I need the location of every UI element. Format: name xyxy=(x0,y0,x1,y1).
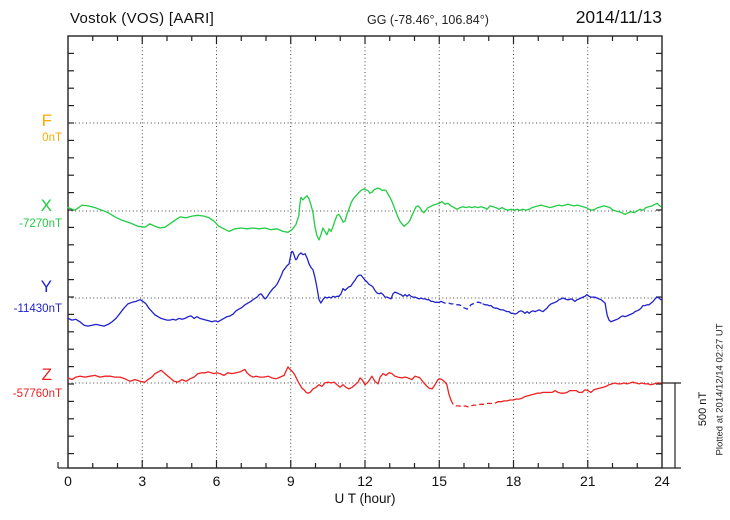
trace-y xyxy=(67,250,662,327)
component-label-x: X xyxy=(40,196,52,215)
x-tick-label: 24 xyxy=(654,473,670,489)
x-tick-label: 0 xyxy=(64,473,72,489)
component-label-y: Y xyxy=(40,277,52,296)
x-tick-label: 21 xyxy=(579,473,596,489)
component-label-z: Z xyxy=(41,365,52,384)
x-tick-label: 18 xyxy=(505,473,522,489)
x-axis-label: U T (hour) xyxy=(334,491,396,506)
component-base-y: -11430nT xyxy=(13,303,62,315)
station-title: Vostok (VOS) [AARI] xyxy=(70,10,215,27)
component-base-f: 0nT xyxy=(42,132,62,144)
x-tick-label: 15 xyxy=(431,473,448,489)
component-label-f: F xyxy=(41,111,52,130)
x-tick-label: 12 xyxy=(357,473,373,489)
geographic-coordinates: GG (-78.46°, 106.84°) xyxy=(367,13,489,27)
trace-x xyxy=(67,187,662,241)
trace-z-gappy xyxy=(450,399,499,408)
component-base-x: -7270nT xyxy=(19,218,62,230)
x-tick-label: 6 xyxy=(212,473,221,489)
x-tick-label: 9 xyxy=(286,473,295,489)
trace-y-gappy xyxy=(440,300,484,310)
component-base-z: -57760nT xyxy=(12,388,62,400)
scale-bar-label: 500 nT xyxy=(697,391,709,427)
x-tick-label: 3 xyxy=(138,473,147,489)
plotted-at-note: Plotted at 2014/12/14 02:27 UT xyxy=(714,323,726,456)
trace-z xyxy=(67,366,662,403)
observation-date: 2014/11/13 xyxy=(575,7,662,27)
